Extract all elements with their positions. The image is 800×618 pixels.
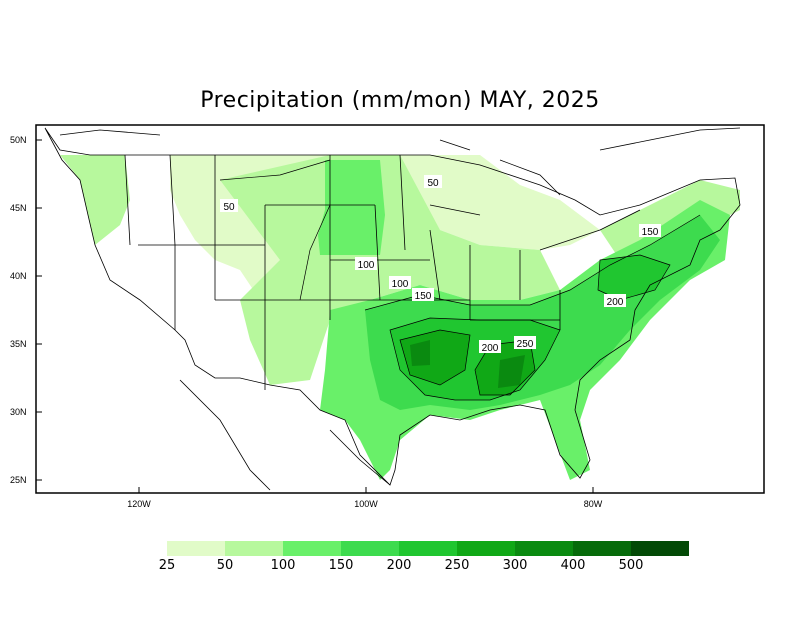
legend-swatch bbox=[225, 541, 283, 556]
legend-swatch bbox=[573, 541, 631, 556]
legend-label: 100 bbox=[270, 558, 296, 573]
svg-text:50: 50 bbox=[427, 178, 439, 189]
contour-label: 150 bbox=[639, 224, 661, 238]
contour-label: 50 bbox=[220, 199, 238, 213]
contour-labels: 50 50 100 100 150 200 250 150 200 bbox=[220, 175, 661, 354]
region-300-400-b bbox=[498, 355, 525, 388]
legend-swatch bbox=[167, 541, 225, 556]
legend-label: 250 bbox=[444, 558, 470, 573]
lon-label: 120W bbox=[127, 499, 151, 509]
svg-text:150: 150 bbox=[642, 227, 659, 238]
contour-label: 50 bbox=[424, 175, 442, 189]
lat-label: 30N bbox=[10, 407, 27, 417]
legend-label: 400 bbox=[560, 558, 586, 573]
contour-label: 250 bbox=[514, 336, 536, 350]
contour-label: 150 bbox=[412, 288, 434, 302]
svg-text:250: 250 bbox=[517, 339, 534, 350]
region-100-150-plains bbox=[318, 160, 385, 255]
svg-text:200: 200 bbox=[482, 343, 499, 354]
legend-swatch bbox=[399, 541, 457, 556]
svg-text:150: 150 bbox=[415, 291, 432, 302]
legend-label: 50 bbox=[216, 558, 234, 573]
lat-label: 25N bbox=[10, 475, 27, 485]
legend-swatch bbox=[631, 541, 689, 556]
lat-label: 45N bbox=[10, 203, 27, 213]
lat-label: 35N bbox=[10, 339, 27, 349]
region-25-50-north bbox=[400, 155, 600, 250]
region-50-100 bbox=[220, 155, 560, 385]
us-outline bbox=[44, 127, 741, 486]
contour-label: 200 bbox=[604, 294, 626, 308]
legend-swatch bbox=[283, 541, 341, 556]
legend-label: 25 bbox=[158, 558, 176, 573]
lon-label: 80W bbox=[584, 499, 603, 509]
lat-axis: 50N 45N 40N 35N 30N 25N bbox=[10, 135, 42, 485]
contour-label: 200 bbox=[479, 340, 501, 354]
contour-label: 100 bbox=[355, 257, 377, 271]
region-nw bbox=[60, 155, 130, 245]
lat-label: 50N bbox=[10, 135, 27, 145]
legend-label: 500 bbox=[618, 558, 644, 573]
legend-label: 300 bbox=[502, 558, 528, 573]
legend-swatch bbox=[515, 541, 573, 556]
svg-text:100: 100 bbox=[358, 260, 375, 271]
canada-mexico bbox=[59, 127, 741, 491]
svg-text:200: 200 bbox=[607, 297, 624, 308]
legend-label: 150 bbox=[328, 558, 354, 573]
legend-swatch bbox=[457, 541, 515, 556]
legend-label: 200 bbox=[386, 558, 412, 573]
map-title: Precipitation (mm/mon) MAY, 2025 bbox=[200, 88, 600, 113]
lat-label: 40N bbox=[10, 271, 27, 281]
region-300-400 bbox=[410, 340, 430, 366]
lon-label: 100W bbox=[354, 499, 378, 509]
svg-text:50: 50 bbox=[223, 202, 235, 213]
lon-axis: 120W 100W 80W bbox=[127, 487, 603, 509]
region-200-250-ne bbox=[598, 255, 670, 300]
svg-text:100: 100 bbox=[392, 279, 409, 290]
contour-label: 100 bbox=[389, 276, 411, 290]
legend-swatch bbox=[341, 541, 399, 556]
